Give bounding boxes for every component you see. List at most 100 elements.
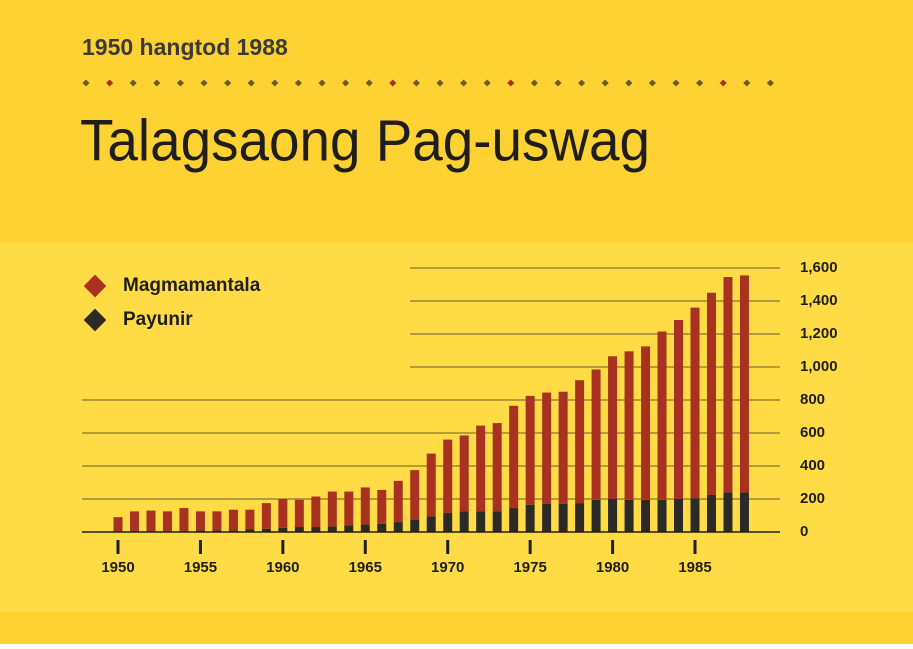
bar-segment	[327, 526, 337, 532]
divider-dot	[554, 79, 562, 87]
divider-dot	[436, 79, 444, 87]
bar-segment	[377, 489, 387, 524]
bar-segment	[575, 380, 585, 504]
bar-segment	[723, 492, 733, 532]
divider-dot	[129, 79, 137, 87]
bar-segment	[278, 527, 288, 532]
divider-dot	[106, 79, 114, 87]
bar-segment	[525, 504, 535, 532]
bar-segment	[525, 395, 535, 505]
divider-dot	[507, 79, 515, 87]
bar-segment	[492, 511, 502, 532]
bar-segment	[657, 499, 667, 532]
bar-segment	[690, 307, 700, 499]
bar-segment	[344, 491, 354, 526]
bar-segment	[443, 513, 453, 532]
divider-dot	[743, 79, 751, 87]
divider-dot	[483, 79, 491, 87]
chart-subtitle: 1950 hangtod 1988	[82, 34, 288, 60]
bar-segment	[311, 527, 321, 532]
bar-segment	[245, 509, 255, 530]
divider-dot	[460, 79, 468, 87]
bar-segment	[591, 369, 601, 500]
bar-segment	[410, 519, 420, 532]
divider-dot	[766, 79, 774, 87]
x-tick-label: 1955	[184, 559, 217, 576]
bar-segment	[674, 499, 684, 532]
bar-segment	[706, 494, 716, 532]
bar-segment	[459, 511, 469, 532]
bar-segment	[558, 503, 568, 532]
bar-segment	[393, 480, 403, 523]
bar-segment	[624, 351, 634, 500]
bar-segment	[294, 527, 304, 532]
x-tick-label: 1950	[101, 559, 134, 576]
bar-segment	[723, 277, 733, 493]
bar-segment	[245, 529, 255, 532]
bar-segment	[162, 511, 172, 532]
bar-segment	[690, 498, 700, 532]
divider-dot	[578, 79, 586, 87]
bar-segment	[129, 511, 139, 532]
bar-segment	[641, 499, 651, 532]
bar-segment	[278, 499, 288, 528]
divider-dot	[625, 79, 633, 87]
bar-segment	[608, 356, 618, 499]
bar-segment	[624, 499, 634, 532]
bar-segment	[179, 508, 189, 532]
legend-label: Magmamantala	[123, 275, 261, 296]
background-panel	[0, 242, 913, 612]
x-tick-label: 1960	[266, 559, 299, 576]
legend-swatch	[83, 308, 107, 332]
bar-segment	[261, 503, 271, 529]
bar-segment	[377, 523, 387, 532]
bar-segment	[393, 522, 403, 532]
y-tick-label: 1,600	[800, 259, 838, 276]
bar-segment	[542, 503, 552, 532]
bar-segment	[261, 528, 271, 532]
bar-segment	[509, 508, 519, 532]
divider-dot	[153, 79, 161, 87]
divider-dot	[271, 79, 279, 87]
y-tick-label: 0	[800, 523, 808, 540]
bar-segment	[459, 435, 469, 512]
divider-dot	[389, 79, 397, 87]
y-tick-label: 1,200	[800, 325, 838, 342]
bar-segment	[344, 525, 354, 532]
y-tick-label: 1,400	[800, 292, 838, 309]
divider-dot	[82, 79, 90, 87]
bar-segment	[591, 499, 601, 532]
x-tick-label: 1965	[349, 559, 382, 576]
bar-segment	[410, 470, 420, 520]
bar-segment	[212, 511, 222, 531]
bar-segment	[674, 319, 684, 499]
y-tick-label: 600	[800, 424, 825, 441]
divider-dot	[530, 79, 538, 87]
bar-segment	[739, 492, 749, 532]
y-tick-label: 400	[800, 457, 825, 474]
x-tick-label: 1980	[596, 559, 629, 576]
chart-title: Talagsaong Pag-uswag	[80, 108, 650, 173]
bar-segment	[311, 496, 321, 528]
bar-segment	[739, 275, 749, 493]
y-tick-label: 200	[800, 490, 825, 507]
divider-dot	[224, 79, 232, 87]
bar-segment	[641, 346, 651, 500]
bar-segment	[657, 331, 667, 500]
legend-swatch	[83, 274, 107, 298]
divider-dot	[342, 79, 350, 87]
bar-segment	[476, 511, 486, 532]
divider-dot	[247, 79, 255, 87]
divider-dot	[294, 79, 302, 87]
bar-segment	[443, 439, 453, 514]
bar-segment	[360, 524, 370, 532]
bar-segment	[492, 423, 502, 512]
bar-segment	[360, 487, 370, 525]
bar-segment	[542, 392, 552, 504]
divider-dot	[696, 79, 704, 87]
bar-segment	[575, 503, 585, 532]
divider-dot	[412, 79, 420, 87]
bar-segment	[608, 499, 618, 532]
